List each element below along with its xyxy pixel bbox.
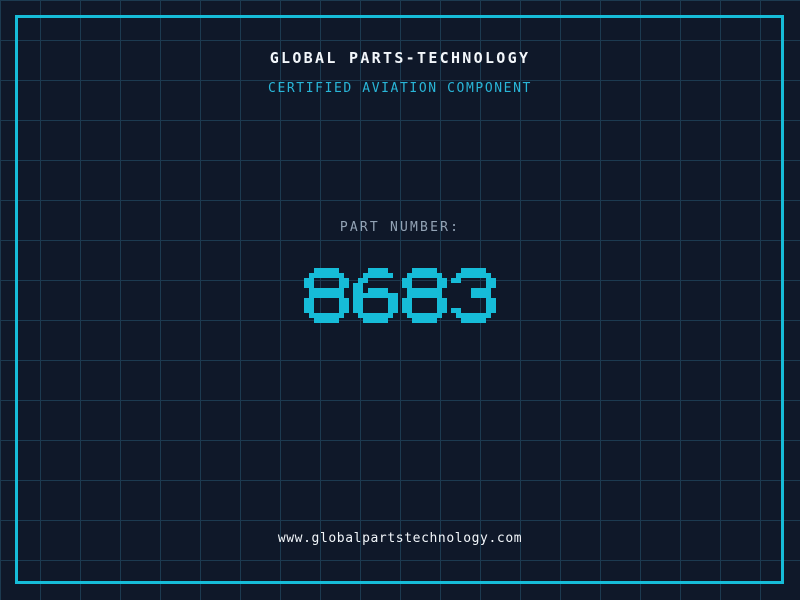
part-number-digit-2: [402, 268, 447, 323]
certification-subtitle: CERTIFIED AVIATION COMPONENT: [268, 81, 532, 96]
part-number-digit-1: [353, 268, 398, 323]
part-number-value: [0, 268, 800, 328]
part-number-digit-0: [304, 268, 349, 323]
footer-url: www.globalpartstechnology.com: [277, 531, 523, 546]
part-number-digit-3: [451, 268, 496, 323]
page-title: GLOBAL PARTS-TECHNOLOGY: [269, 49, 531, 67]
part-number-label: PART NUMBER:: [339, 220, 461, 235]
